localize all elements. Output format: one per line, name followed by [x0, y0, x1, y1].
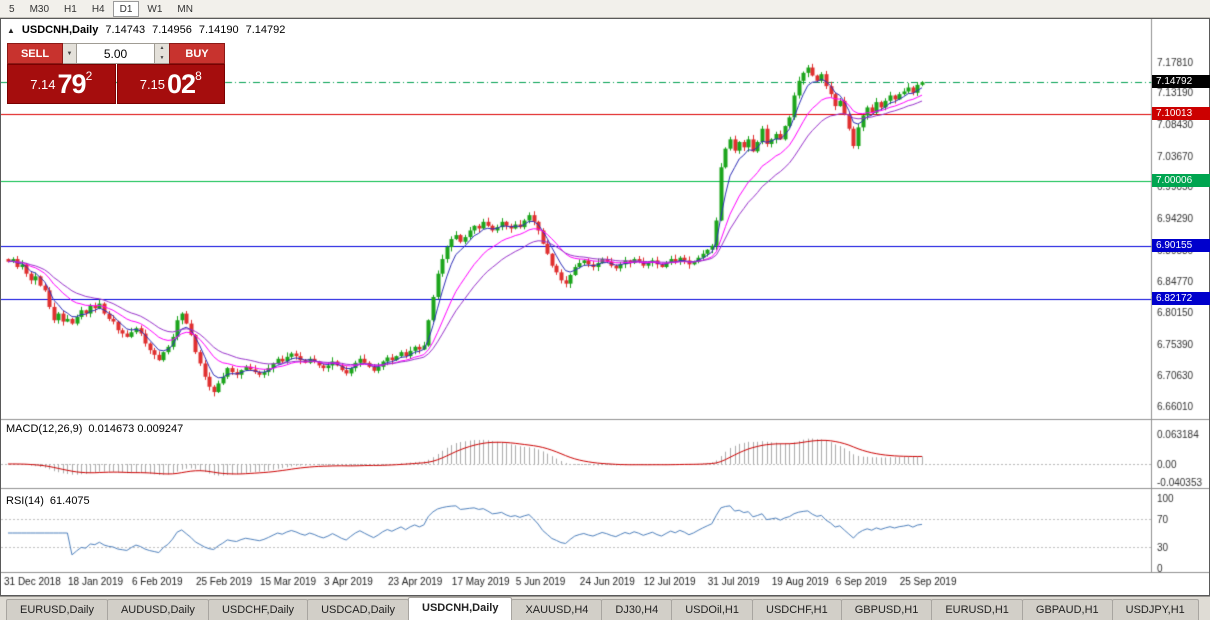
- ohlc-header: ▲ USDCNH,Daily 7.14743 7.14956 7.14190 7…: [7, 24, 285, 36]
- chart-tab-audusd-daily[interactable]: AUDUSD,Daily: [106, 599, 209, 620]
- chart-window: ▲ USDCNH,Daily 7.14743 7.14956 7.14190 7…: [0, 18, 1210, 596]
- price-tag-level-blue-lower: 6.82172: [1152, 292, 1210, 306]
- chart-tab-xauusd-h4[interactable]: XAUUSD,H4: [511, 599, 603, 620]
- chart-tab-eurusd-daily[interactable]: EURUSD,Daily: [6, 599, 108, 620]
- chart-tab-eurusd-h1[interactable]: EURUSD,H1: [931, 599, 1023, 620]
- buy-price-prefix: 7.15: [139, 76, 166, 92]
- price-tag-current: 7.14792: [1152, 75, 1210, 89]
- volume-input[interactable]: [77, 43, 155, 64]
- chart-tab-usdchf-h1[interactable]: USDCHF,H1: [752, 599, 842, 620]
- sell-button[interactable]: SELL: [7, 43, 63, 64]
- volume-step-down-icon[interactable]: ▼: [159, 54, 165, 61]
- macd-name: MACD(12,26,9): [6, 423, 83, 435]
- timeframe-button-h4[interactable]: H4: [91, 3, 105, 15]
- timeframe-button-w1[interactable]: W1: [147, 3, 163, 15]
- timeframe-button-h1[interactable]: H1: [64, 3, 77, 15]
- volume-stepper: ▲ ▼: [155, 43, 169, 64]
- ohlc-open: 7.14743: [105, 24, 146, 36]
- sell-price-point: 2: [85, 69, 93, 83]
- timeframe-button-d1[interactable]: D1: [112, 0, 140, 17]
- chart-direction-icon: ▲: [7, 25, 15, 35]
- chart-tab-usdjpy-h1[interactable]: USDJPY,H1: [1111, 599, 1199, 620]
- sell-price-pips: 79: [57, 69, 87, 99]
- timeframe-button-mn[interactable]: MN: [177, 3, 193, 15]
- volume-step-up-icon[interactable]: ▲: [159, 45, 165, 51]
- rsi-indicator-label: RSI(14) 61.4075: [6, 495, 90, 507]
- sell-price-prefix: 7.14: [30, 76, 56, 92]
- volume-dropdown-icon[interactable]: ▼: [63, 43, 77, 64]
- macd-values: 0.014673 0.009247: [88, 423, 184, 435]
- timeframe-button-m30[interactable]: M30: [29, 3, 50, 15]
- timeframe-button-5[interactable]: 5: [9, 3, 15, 15]
- macd-indicator-label: MACD(12,26,9) 0.014673 0.009247: [6, 423, 183, 435]
- timeframe-toolbar: 5 M30 H1 H4 D1 W1 MN: [0, 0, 1210, 18]
- chart-tab-usdcad-daily[interactable]: USDCAD,Daily: [307, 599, 410, 620]
- price-tag-level-green: 7.00006: [1152, 173, 1210, 187]
- sell-price-display[interactable]: 7.14 79 2: [7, 64, 116, 104]
- one-click-trade-panel: SELL ▼ ▲ ▼ BUY 7.14 79 2 7.15 02 8: [7, 43, 225, 104]
- chart-tab-usdchf-daily[interactable]: USDCHF,Daily: [207, 599, 309, 620]
- ohlc-low: 7.14190: [198, 24, 239, 36]
- chart-tab-gbpusd-h1[interactable]: GBPUSD,H1: [840, 599, 933, 620]
- buy-price-pips: 02: [167, 69, 196, 99]
- buy-button[interactable]: BUY: [169, 43, 225, 64]
- ohlc-high: 7.14956: [152, 24, 192, 36]
- chart-tab-usdoil-h1[interactable]: USDOil,H1: [671, 599, 753, 620]
- price-tag-level-red: 7.10013: [1152, 107, 1210, 120]
- chart-tab-dj30-h4[interactable]: DJ30,H4: [601, 599, 673, 620]
- chart-tab-usdcnh-daily[interactable]: USDCNH,Daily: [408, 597, 513, 620]
- price-tag-level-blue-upper: 6.90155: [1152, 239, 1210, 253]
- buy-price-point: 8: [195, 69, 202, 83]
- rsi-value: 61.4075: [49, 495, 90, 507]
- ohlc-close: 7.14792: [245, 24, 286, 36]
- chart-tab-gbpaud-h1[interactable]: GBPAUD,H1: [1021, 599, 1113, 620]
- price-chart-canvas[interactable]: [1, 19, 1209, 595]
- chart-symbol-label: USDCNH,Daily: [21, 24, 99, 36]
- chart-tab-bar: EURUSD,Daily AUDUSD,Daily USDCHF,Daily USDC…: [0, 596, 1210, 620]
- buy-price-display[interactable]: 7.15 02 8: [116, 64, 225, 104]
- rsi-name: RSI(14): [6, 495, 44, 507]
